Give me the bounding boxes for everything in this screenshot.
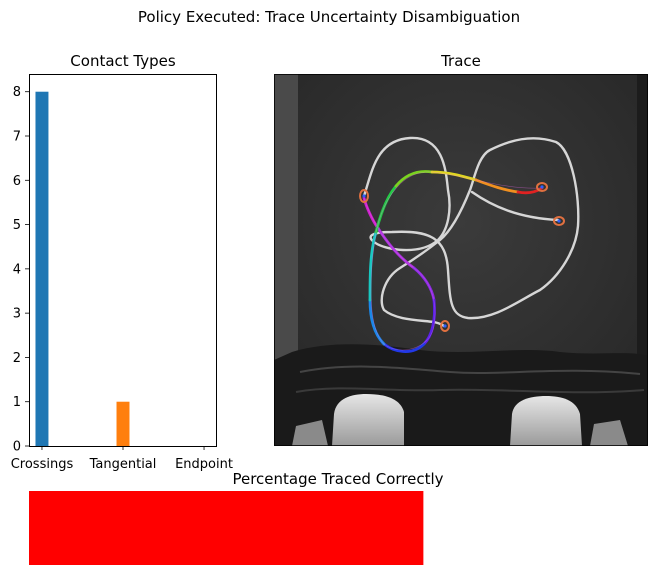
contact-types-axes: 0 1 2 3 4 5 6 7 8 Crossings Tangential Endpoint — [11, 74, 233, 472]
endpoint-dot — [557, 219, 561, 223]
robot-plate-right — [590, 420, 628, 446]
cloth-wrinkle — [295, 387, 645, 394]
cloth-fold — [274, 344, 648, 446]
image-right-edge — [637, 74, 648, 446]
x-tick-label: Endpoint — [175, 457, 233, 472]
x-tick-label: Crossings — [11, 457, 74, 472]
bar-tangential — [116, 401, 130, 446]
bar-x-ticks: Crossings Tangential Endpoint — [11, 446, 233, 472]
y-tick-label: 2 — [13, 351, 21, 366]
y-tick-label: 8 — [13, 85, 21, 100]
y-tick-label: 7 — [13, 130, 21, 145]
bar-marks — [35, 91, 130, 446]
y-tick-label: 4 — [13, 262, 21, 277]
image-frame — [274, 74, 648, 446]
y-tick-label: 5 — [13, 218, 21, 233]
bar-chart-title: Contact Types — [70, 52, 176, 70]
y-tick-label: 1 — [13, 395, 21, 410]
cloth-wrinkle — [299, 365, 641, 375]
endpoint-markers — [359, 182, 565, 332]
trace-highlight — [363, 171, 543, 351]
bar-crossings — [35, 91, 49, 446]
bar-y-ticks: 0 1 2 3 4 5 6 7 8 — [13, 85, 29, 455]
progress-fill — [29, 491, 424, 565]
endpoint-marker — [536, 182, 548, 192]
rainbow-trace — [362, 170, 544, 353]
cable — [362, 136, 580, 328]
robot-plate-left — [292, 420, 328, 446]
robot-finger-left — [332, 394, 404, 446]
endpoint-marker — [359, 189, 369, 203]
bar-axes-frame — [29, 74, 217, 447]
y-tick-label: 3 — [13, 307, 21, 322]
progress-title: Percentage Traced Correctly — [232, 470, 444, 488]
endpoint-dot — [362, 194, 366, 198]
figure-suptitle: Policy Executed: Trace Uncertainty Disam… — [137, 8, 521, 26]
endpoint-marker — [440, 320, 450, 332]
endpoint-marker — [553, 216, 565, 226]
robot-finger-right — [510, 396, 582, 446]
y-tick-label: 6 — [13, 174, 21, 189]
trace-title: Trace — [441, 52, 481, 70]
x-tick-label: Tangential — [89, 457, 157, 472]
endpoint-dot — [540, 185, 544, 189]
y-tick-label: 0 — [13, 440, 21, 455]
trace-image — [274, 74, 648, 446]
endpoint-dot — [443, 324, 447, 328]
cable-branch — [470, 190, 560, 222]
